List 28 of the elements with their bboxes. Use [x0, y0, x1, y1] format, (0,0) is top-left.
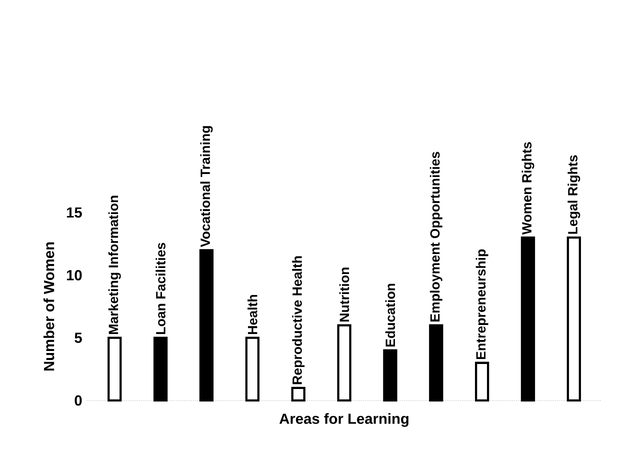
y-tick-label: 10 — [66, 270, 82, 280]
bar — [199, 248, 214, 402]
x-tick-label: Reproductive Health — [292, 256, 305, 384]
bar — [153, 336, 168, 402]
bar — [566, 236, 581, 402]
x-axis-title: Areas for Learning — [279, 412, 408, 427]
bar — [108, 336, 122, 402]
bar — [337, 324, 352, 402]
x-tick-label: Women Rights — [522, 142, 534, 234]
x-tick-label: Nutrition — [339, 267, 350, 322]
x-tick-label: Entrepreneurship — [476, 249, 488, 359]
y-tick-label: 15 — [66, 207, 82, 218]
x-tick-label: Legal Rights — [568, 155, 580, 234]
bar — [474, 362, 490, 402]
x-tick-label: Loan Facilities — [156, 242, 166, 334]
x-tick-label: Education — [385, 284, 396, 346]
x-tick-label: Health — [248, 294, 258, 334]
bar — [429, 324, 444, 402]
x-tick-label: Marketing Information — [108, 196, 121, 334]
x-tick-label: Vocational Training — [200, 126, 213, 247]
bar — [520, 236, 536, 402]
y-axis-title: Number of Women — [43, 242, 54, 370]
bar — [245, 336, 260, 402]
x-tick-label: Employment Opportunities — [430, 152, 442, 322]
y-tick-label: 5 — [74, 332, 82, 343]
bar — [383, 349, 398, 402]
y-tick-label: 0 — [74, 395, 82, 406]
bar — [291, 386, 306, 402]
